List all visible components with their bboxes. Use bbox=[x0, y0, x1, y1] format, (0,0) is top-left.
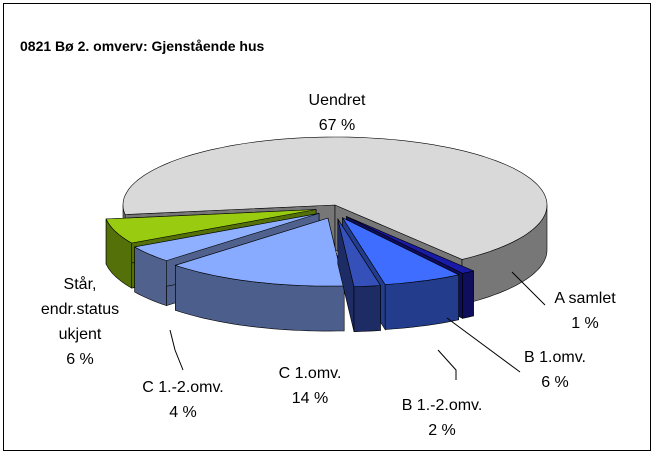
value-label: 1 % bbox=[571, 315, 599, 332]
category-label: A samlet bbox=[554, 290, 616, 307]
leader-lines bbox=[169, 271, 546, 380]
slice-label: C 1.-2.omv. 4 % bbox=[128, 375, 238, 425]
slice bbox=[346, 216, 475, 274]
slice bbox=[122, 136, 548, 260]
value-label: 6 % bbox=[66, 351, 94, 368]
category-label: Står, endr.status ukjent bbox=[40, 276, 120, 343]
slice-label: C 1.omv. 14 % bbox=[255, 361, 365, 411]
category-label: C 1.omv. bbox=[278, 365, 342, 382]
value-label: 14 % bbox=[291, 390, 329, 407]
slice-label: B 1.omv. 6 % bbox=[500, 345, 610, 395]
value-label: 4 % bbox=[169, 404, 197, 421]
slice-label: Uendret 67 % bbox=[282, 88, 392, 138]
value-label: 2 % bbox=[428, 422, 456, 439]
slice bbox=[133, 213, 320, 261]
slice bbox=[105, 209, 317, 244]
slice-label: Står, endr.status ukjent 6 % bbox=[35, 272, 125, 372]
value-label: 67 % bbox=[318, 117, 356, 134]
value-label: 6 % bbox=[541, 374, 569, 391]
leader-line bbox=[511, 271, 546, 306]
category-label: C 1.-2.omv. bbox=[142, 379, 224, 396]
leader-line bbox=[169, 329, 184, 371]
slice bbox=[174, 217, 345, 287]
slice bbox=[337, 218, 381, 288]
chart-title: 0821 Bø 2. omverv: Gjenstående hus bbox=[20, 38, 265, 54]
leader-line bbox=[437, 349, 457, 380]
chart-frame bbox=[3, 3, 651, 451]
slice-label: A samlet 1 % bbox=[530, 286, 640, 336]
slice-side bbox=[462, 270, 474, 319]
slice-side bbox=[353, 285, 381, 333]
leader-line bbox=[446, 317, 521, 373]
category-label: B 1.omv. bbox=[524, 349, 586, 366]
slice-label: B 1.-2.omv. 2 % bbox=[387, 393, 497, 443]
category-label: B 1.-2.omv. bbox=[401, 397, 483, 414]
slice bbox=[341, 217, 460, 285]
category-label: Uendret bbox=[308, 92, 366, 109]
